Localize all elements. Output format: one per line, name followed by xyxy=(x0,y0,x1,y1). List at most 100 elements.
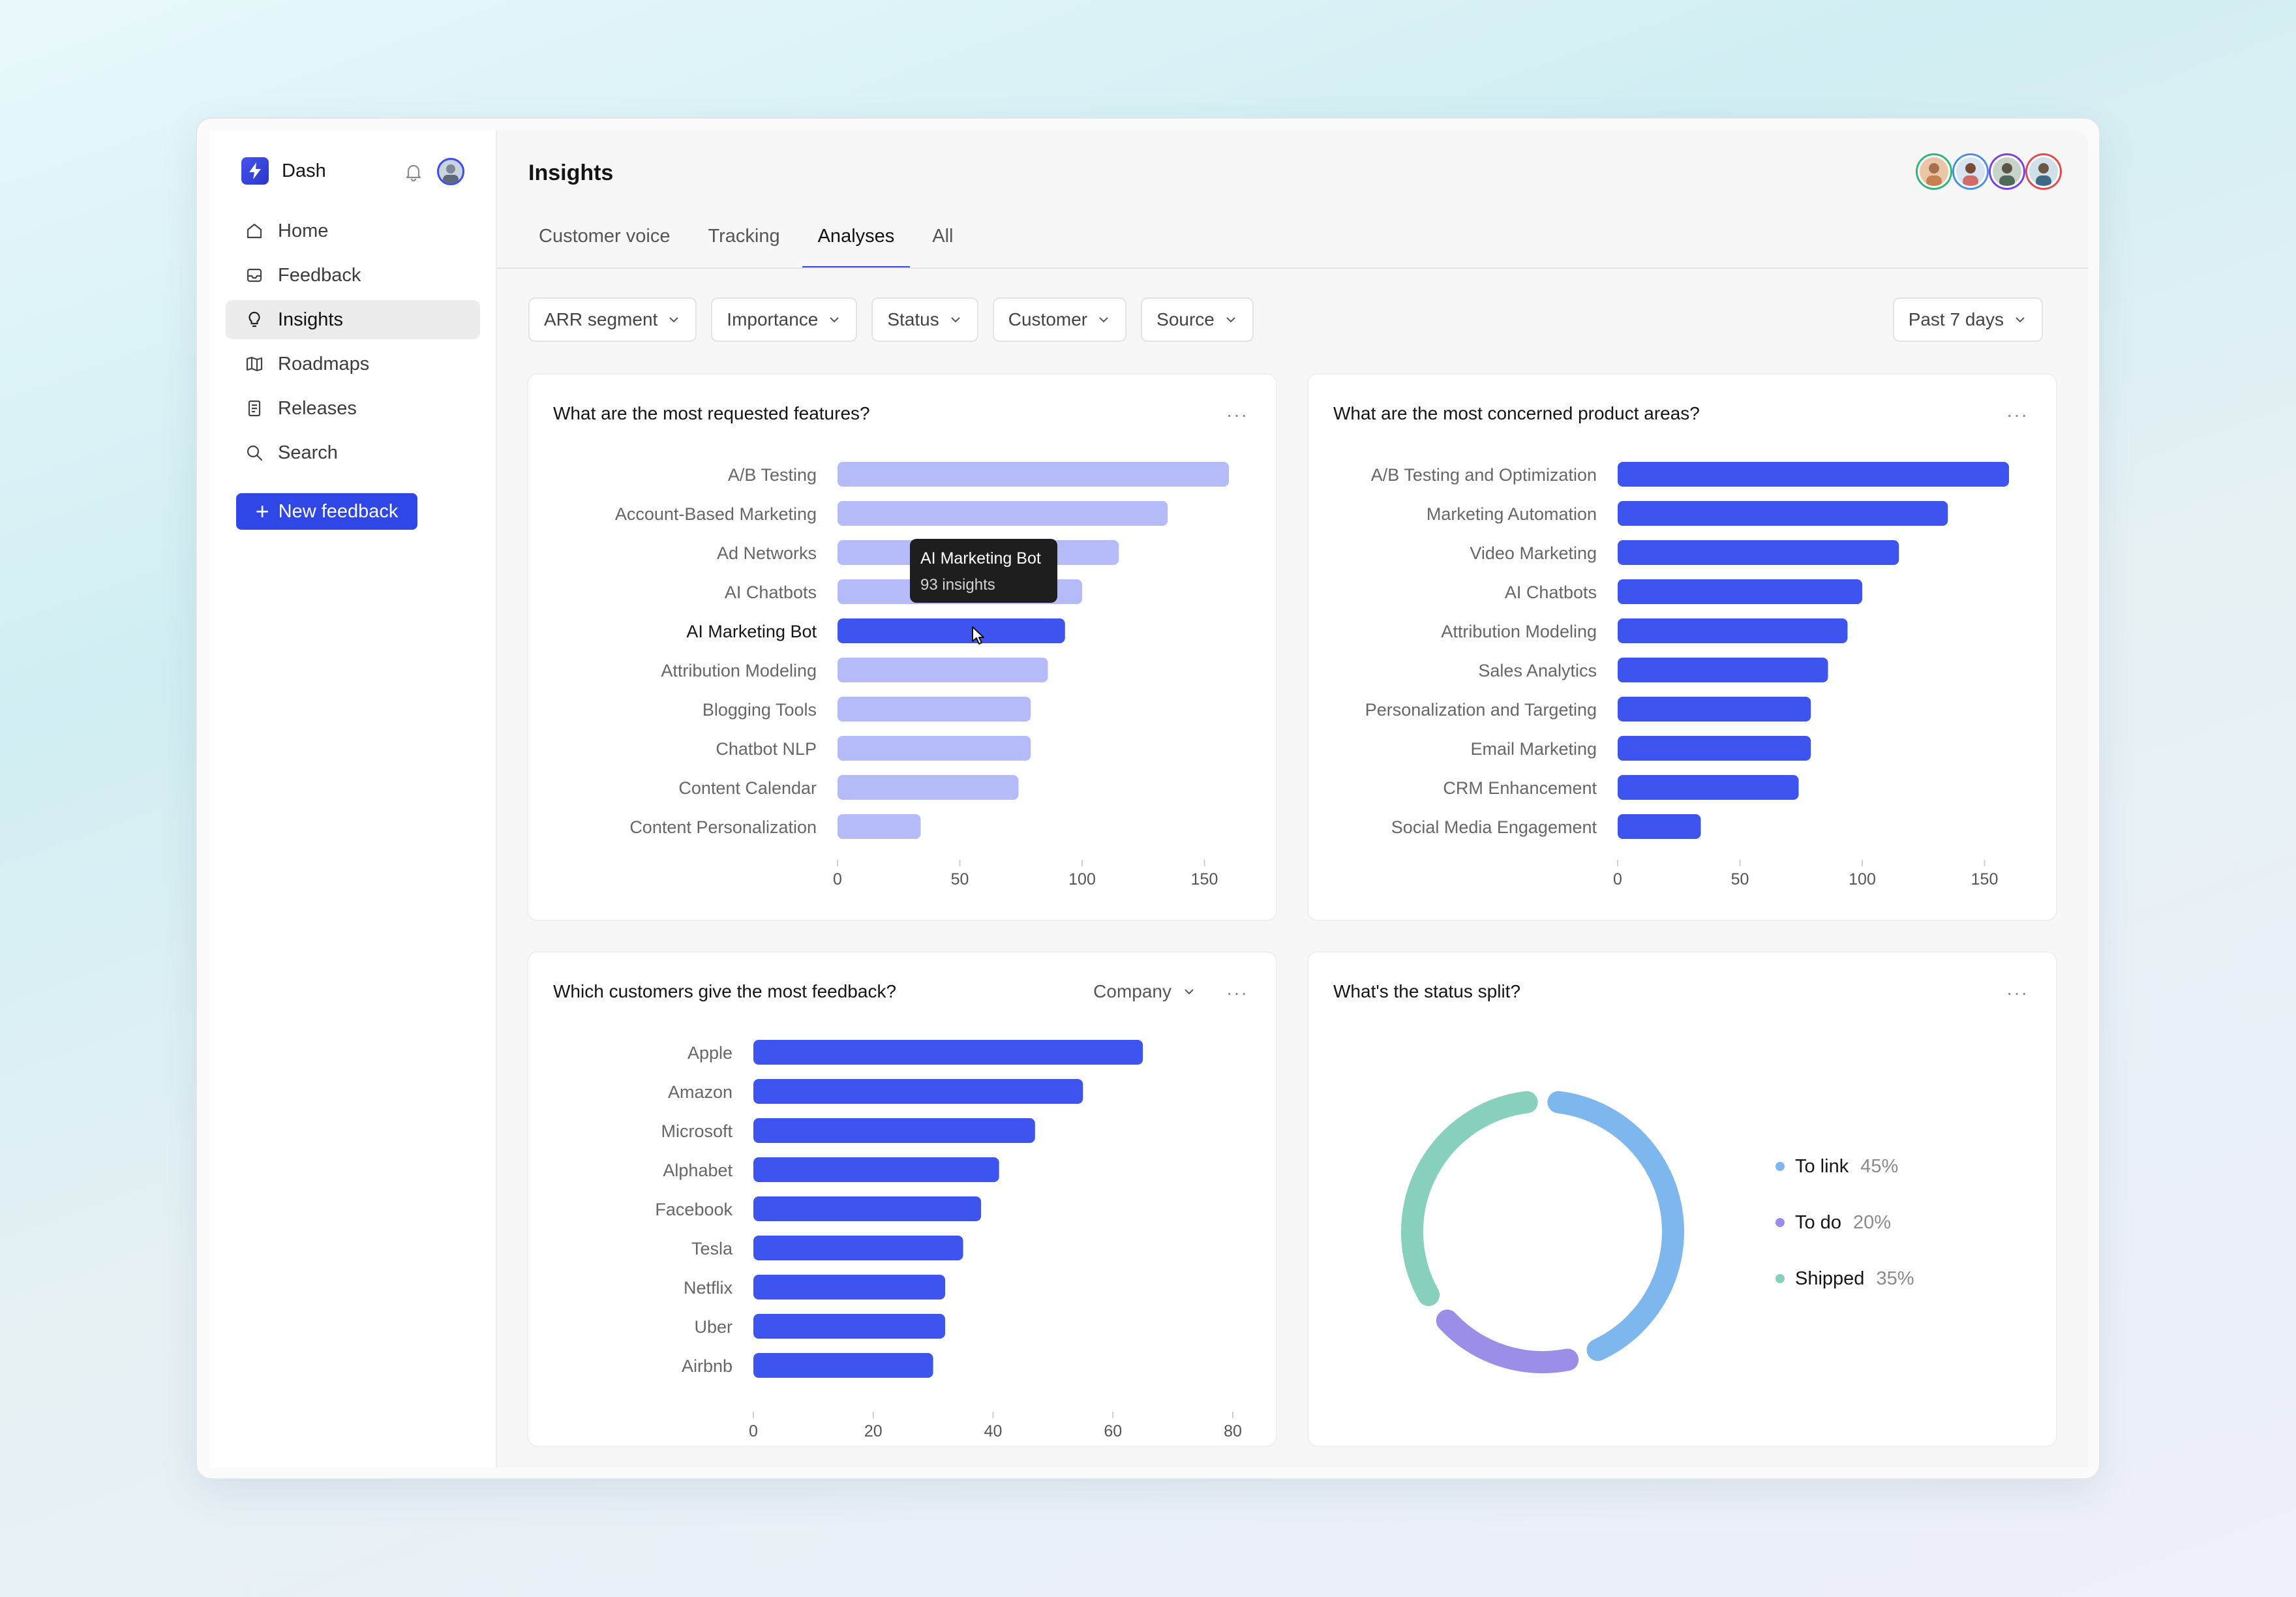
bar[interactable] xyxy=(753,1236,963,1260)
legend-label: Shipped xyxy=(1795,1268,1865,1289)
sidebar-item-feedback[interactable]: Feedback xyxy=(226,256,480,295)
bar-category-label: Amazon xyxy=(668,1082,733,1102)
bar[interactable] xyxy=(753,1314,945,1339)
brand[interactable]: Dash xyxy=(241,157,326,185)
bar-category-label: Apple xyxy=(687,1043,733,1063)
legend-percent: 20% xyxy=(1852,1211,1891,1233)
chevron-down-icon xyxy=(1185,989,1194,995)
bar[interactable] xyxy=(1618,501,1948,526)
legend-percent: 45% xyxy=(1860,1155,1899,1177)
sidebar-item-roadmaps[interactable]: Roadmaps xyxy=(226,344,480,384)
legend-percent: 35% xyxy=(1876,1268,1914,1289)
bar[interactable] xyxy=(1618,736,1811,761)
bar-category-label: A/B Testing and Optimization xyxy=(1371,465,1597,485)
bar-category-label: CRM Enhancement xyxy=(1443,778,1597,798)
bar[interactable] xyxy=(838,501,1168,526)
tick-label: 60 xyxy=(1104,1422,1122,1440)
legend-dot xyxy=(1775,1218,1785,1227)
avatar[interactable] xyxy=(1954,155,1987,188)
features-bar-chart: A/B Testing Account-Based Marketing Ad Net… xyxy=(615,462,1229,889)
bar[interactable] xyxy=(838,775,1019,800)
bar[interactable] xyxy=(1618,658,1828,682)
lightbulb-icon xyxy=(249,311,260,327)
bar[interactable] xyxy=(753,1353,933,1378)
bar[interactable] xyxy=(1618,579,1862,604)
sidebar-item-home[interactable]: Home xyxy=(226,211,480,251)
product-areas-card: What are the most concerned product area… xyxy=(1307,373,2057,921)
company-select[interactable]: Company xyxy=(1093,981,1196,1002)
bar[interactable] xyxy=(1618,775,1799,800)
bar[interactable] xyxy=(1618,618,1848,643)
bar[interactable] xyxy=(753,1118,1035,1143)
bar[interactable] xyxy=(1618,540,1899,565)
bar[interactable] xyxy=(753,1079,1083,1104)
bar-category-label: Facebook xyxy=(655,1200,733,1219)
card-title: Which customers give the most feedback? xyxy=(553,981,897,1001)
bar-category-label: Tesla xyxy=(691,1239,733,1258)
sidebar: Dash Home Feedback Insights Roadmaps xyxy=(210,130,497,1468)
avatar[interactable] xyxy=(1991,155,2023,188)
bar[interactable] xyxy=(838,814,921,839)
app-window: Dash Home Feedback Insights Roadmaps xyxy=(196,117,2100,1480)
period-select[interactable]: Past 7 days xyxy=(1892,297,2043,342)
chevron-down-icon xyxy=(951,317,960,323)
sidebar-item-search[interactable]: Search xyxy=(226,433,480,472)
avatar[interactable] xyxy=(2027,155,2060,188)
customers-feedback-card: Which customers give the most feedback? … xyxy=(527,951,1277,1447)
tab-analyses[interactable]: Analyses xyxy=(802,204,911,269)
brand-name: Dash xyxy=(282,160,326,181)
document-icon xyxy=(248,400,261,417)
filter-importance[interactable]: Importance xyxy=(711,297,858,342)
bar-category-label: Blogging Tools xyxy=(702,700,817,720)
more-options-icon[interactable]: ··· xyxy=(2006,982,2029,1003)
filter-bar: ARR segment Importance Status Customer S… xyxy=(528,297,1268,342)
bar[interactable] xyxy=(1618,697,1811,722)
filter-label: ARR segment xyxy=(544,309,658,329)
sidebar-item-releases[interactable]: Releases xyxy=(226,389,480,428)
requested-features-card: What are the most requested features? ··… xyxy=(527,373,1277,921)
bar[interactable] xyxy=(753,1040,1143,1065)
more-options-icon[interactable]: ··· xyxy=(2006,404,2029,425)
bell-icon[interactable] xyxy=(400,159,427,185)
chevron-down-icon xyxy=(2016,317,2025,323)
bar[interactable] xyxy=(753,1275,945,1300)
bar[interactable] xyxy=(838,658,1048,682)
bar[interactable] xyxy=(838,618,1065,643)
tick-label: 100 xyxy=(1849,870,1876,889)
bar[interactable] xyxy=(1618,462,2009,487)
sidebar-item-insights[interactable]: Insights xyxy=(226,300,480,339)
more-options-icon[interactable]: ··· xyxy=(1226,982,1248,1003)
filter-customer[interactable]: Customer xyxy=(992,297,1127,342)
bar[interactable] xyxy=(753,1196,982,1221)
tab-all[interactable]: All xyxy=(932,225,954,247)
bar-category-label: Social Media Engagement xyxy=(1391,817,1597,837)
legend-label: To link xyxy=(1795,1155,1849,1177)
bar-category-label: AI Chatbots xyxy=(725,583,817,602)
tick-label: 40 xyxy=(984,1422,1003,1440)
avatar[interactable] xyxy=(1918,155,1950,188)
card-title: What are the most requested features? xyxy=(553,403,870,423)
bar[interactable] xyxy=(838,736,1031,761)
tab-tracking[interactable]: Tracking xyxy=(708,225,780,247)
legend-item: To do 20% xyxy=(1775,1209,1914,1236)
filter-status[interactable]: Status xyxy=(871,297,978,342)
tab-customer-voice[interactable]: Customer voice xyxy=(539,225,671,247)
tabs-divider xyxy=(497,267,2089,269)
bar-category-label: Alphabet xyxy=(663,1161,733,1180)
new-feedback-button[interactable]: + New feedback xyxy=(236,493,417,530)
filter-arr-segment[interactable]: ARR segment xyxy=(528,297,697,342)
filter-source[interactable]: Source xyxy=(1141,297,1254,342)
search-icon xyxy=(247,445,263,461)
more-options-icon[interactable]: ··· xyxy=(1226,404,1248,425)
bar[interactable] xyxy=(838,462,1229,487)
user-avatar[interactable] xyxy=(437,158,464,185)
donut-segment xyxy=(1436,1309,1579,1373)
bar[interactable] xyxy=(753,1157,999,1182)
sidebar-nav: Home Feedback Insights Roadmaps Releases… xyxy=(226,211,480,478)
bar[interactable] xyxy=(838,697,1031,722)
tick-label: 150 xyxy=(1191,870,1218,889)
tick-label: 0 xyxy=(833,870,842,889)
chevron-down-icon xyxy=(1099,317,1108,323)
bar[interactable] xyxy=(1618,814,1701,839)
main-content: Insights Customer voice Tracking Analyse… xyxy=(497,130,2089,1468)
